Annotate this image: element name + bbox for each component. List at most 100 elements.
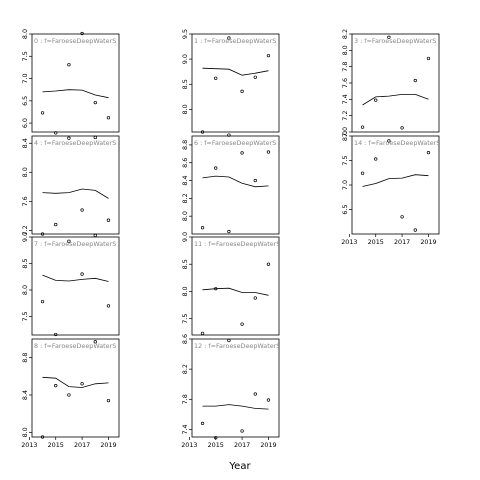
y-tick-label: 9.5	[181, 29, 189, 39]
smooth-line	[202, 175, 269, 188]
x-tick-label: 2017	[74, 441, 90, 449]
panel-strip-label: 12 : f=FaroeseDeepWaterS	[194, 342, 280, 350]
data-point	[80, 382, 84, 386]
y-tick-label: 8.2	[181, 193, 189, 203]
y-tick-label: 8.0	[181, 211, 189, 221]
panel-frame	[31, 33, 120, 133]
panel-frame	[191, 236, 280, 336]
smooth-line	[42, 274, 109, 282]
panel-frame	[31, 135, 120, 235]
data-point	[40, 299, 45, 304]
y-tick-label: 8.0	[21, 285, 29, 295]
smooth-line	[42, 89, 109, 99]
data-point	[360, 125, 365, 129]
data-point	[200, 226, 205, 230]
panel-strip-label: 1 : f=FaroeseDeepWaterS	[194, 37, 276, 45]
panel-1: 1 : f=FaroeseDeepWaterS 8.0 8.5 9.0 9.5	[181, 29, 280, 134]
data-point	[54, 131, 58, 135]
data-point	[426, 151, 431, 155]
data-point	[227, 133, 231, 137]
panel-6: 7 : f=FaroeseDeepWaterS 7.5 8.0 8.5 9.0	[21, 232, 120, 337]
panel-5: 14 : f=FaroeseDeepWaterS 6.5 7.0 7.5 8.0 2013…	[341, 131, 440, 246]
y-tick-label: 7.8	[341, 62, 349, 72]
x-tick-label: 2015	[368, 238, 384, 246]
y-tick-label: 6.5	[21, 96, 29, 106]
data-point	[93, 233, 97, 238]
y-tick-label: 8.0	[21, 167, 29, 177]
smooth-line	[42, 188, 109, 199]
y-tick-label: 6.5	[341, 204, 349, 214]
data-point	[253, 392, 257, 396]
y-tick-label: 7.5	[181, 314, 189, 324]
data-point	[426, 56, 431, 61]
y-tick-label: 7.2	[21, 225, 29, 235]
data-point	[227, 229, 231, 234]
panel-strip-label: 14 : f=FaroeseDeepWaterS	[354, 139, 440, 147]
data-point	[387, 139, 391, 143]
smooth-line	[202, 404, 269, 410]
data-point	[214, 166, 218, 170]
x-tick-label: 2015	[208, 441, 224, 449]
panel-3: 4 : f=FaroeseDeepWaterS 7.2 7.6 8.0 8.4	[21, 135, 120, 236]
data-point	[200, 331, 205, 336]
panel-strip-label: 4 : f=FaroeseDeepWaterS	[34, 139, 116, 147]
data-point	[266, 53, 271, 58]
y-tick-label: 9.0	[181, 54, 189, 64]
panel-strip-label: 11 : f=FaroeseDeepWaterS	[194, 240, 280, 248]
data-point	[266, 262, 271, 266]
data-point	[54, 384, 58, 388]
x-tick-label: 2019	[260, 441, 276, 449]
y-tick-label: 8.0	[341, 45, 349, 55]
panel-strip-label: 8 : f=FaroeseDeepWaterS	[34, 342, 116, 350]
panel-strip-label: 0 : f=FaroeseDeepWaterS	[34, 37, 116, 45]
data-point	[106, 304, 111, 308]
smooth-line	[202, 287, 269, 296]
y-tick-label: 7.0	[341, 180, 349, 190]
y-tick-label: 8.4	[181, 175, 189, 185]
data-point	[106, 116, 111, 120]
panel-frame	[31, 236, 120, 336]
y-tick-label: 8.5	[21, 258, 29, 268]
x-tick-label: 2013	[181, 441, 197, 449]
x-axis-title: Year	[228, 461, 251, 472]
y-tick-label: 7.5	[21, 311, 29, 321]
x-tick-label: 2017	[394, 238, 410, 246]
y-tick-label: 8.8	[21, 353, 29, 363]
panels-group: 0 : f=FaroeseDeepWaterS 6.0 6.5 7.0 7.5 8.0 1 …	[21, 29, 440, 449]
smooth-line	[362, 94, 429, 106]
data-point	[106, 218, 111, 222]
x-tick-label: 2013	[341, 238, 357, 246]
data-point	[93, 135, 97, 140]
data-point	[80, 272, 84, 276]
panel-8: 8 : f=FaroeseDeepWaterS 8.0 8.4 8.8 2013 2015…	[21, 338, 120, 449]
x-tick-label: 2019	[420, 238, 436, 246]
data-point	[54, 222, 58, 227]
y-tick-label: 8.4	[21, 390, 29, 400]
y-tick-label: 7.5	[341, 155, 349, 165]
data-point	[227, 338, 231, 343]
panel-9: 12 : f=FaroeseDeepWaterS 7.4 7.8 8.2 8.6 2013…	[181, 334, 280, 449]
panel-frame	[351, 135, 440, 235]
y-tick-label: 7.6	[21, 196, 29, 206]
y-tick-label: 7.0	[341, 127, 349, 137]
x-tick-label: 2013	[21, 441, 37, 449]
smooth-line	[202, 67, 269, 76]
data-point	[266, 398, 271, 402]
data-point	[93, 340, 97, 344]
y-tick-label: 7.6	[341, 78, 349, 88]
data-point	[374, 98, 378, 102]
data-point	[80, 31, 84, 36]
data-point	[106, 398, 111, 403]
panel-7: 11 : f=FaroeseDeepWaterS 7.5 8.0 8.5 9.0	[181, 229, 280, 336]
x-tick-label: 2019	[100, 441, 116, 449]
data-point	[387, 35, 391, 39]
panel-4: 6 : f=FaroeseDeepWaterS 8.0 8.2 8.4 8.6 8.8	[181, 133, 280, 235]
y-tick-label: 6.0	[21, 118, 29, 128]
data-point	[214, 436, 218, 440]
panel-frame	[191, 338, 280, 438]
data-point	[240, 322, 244, 326]
data-point	[253, 296, 257, 300]
y-tick-label: 8.2	[181, 364, 189, 374]
data-point	[93, 100, 97, 105]
y-tick-label: 8.0	[181, 286, 189, 296]
